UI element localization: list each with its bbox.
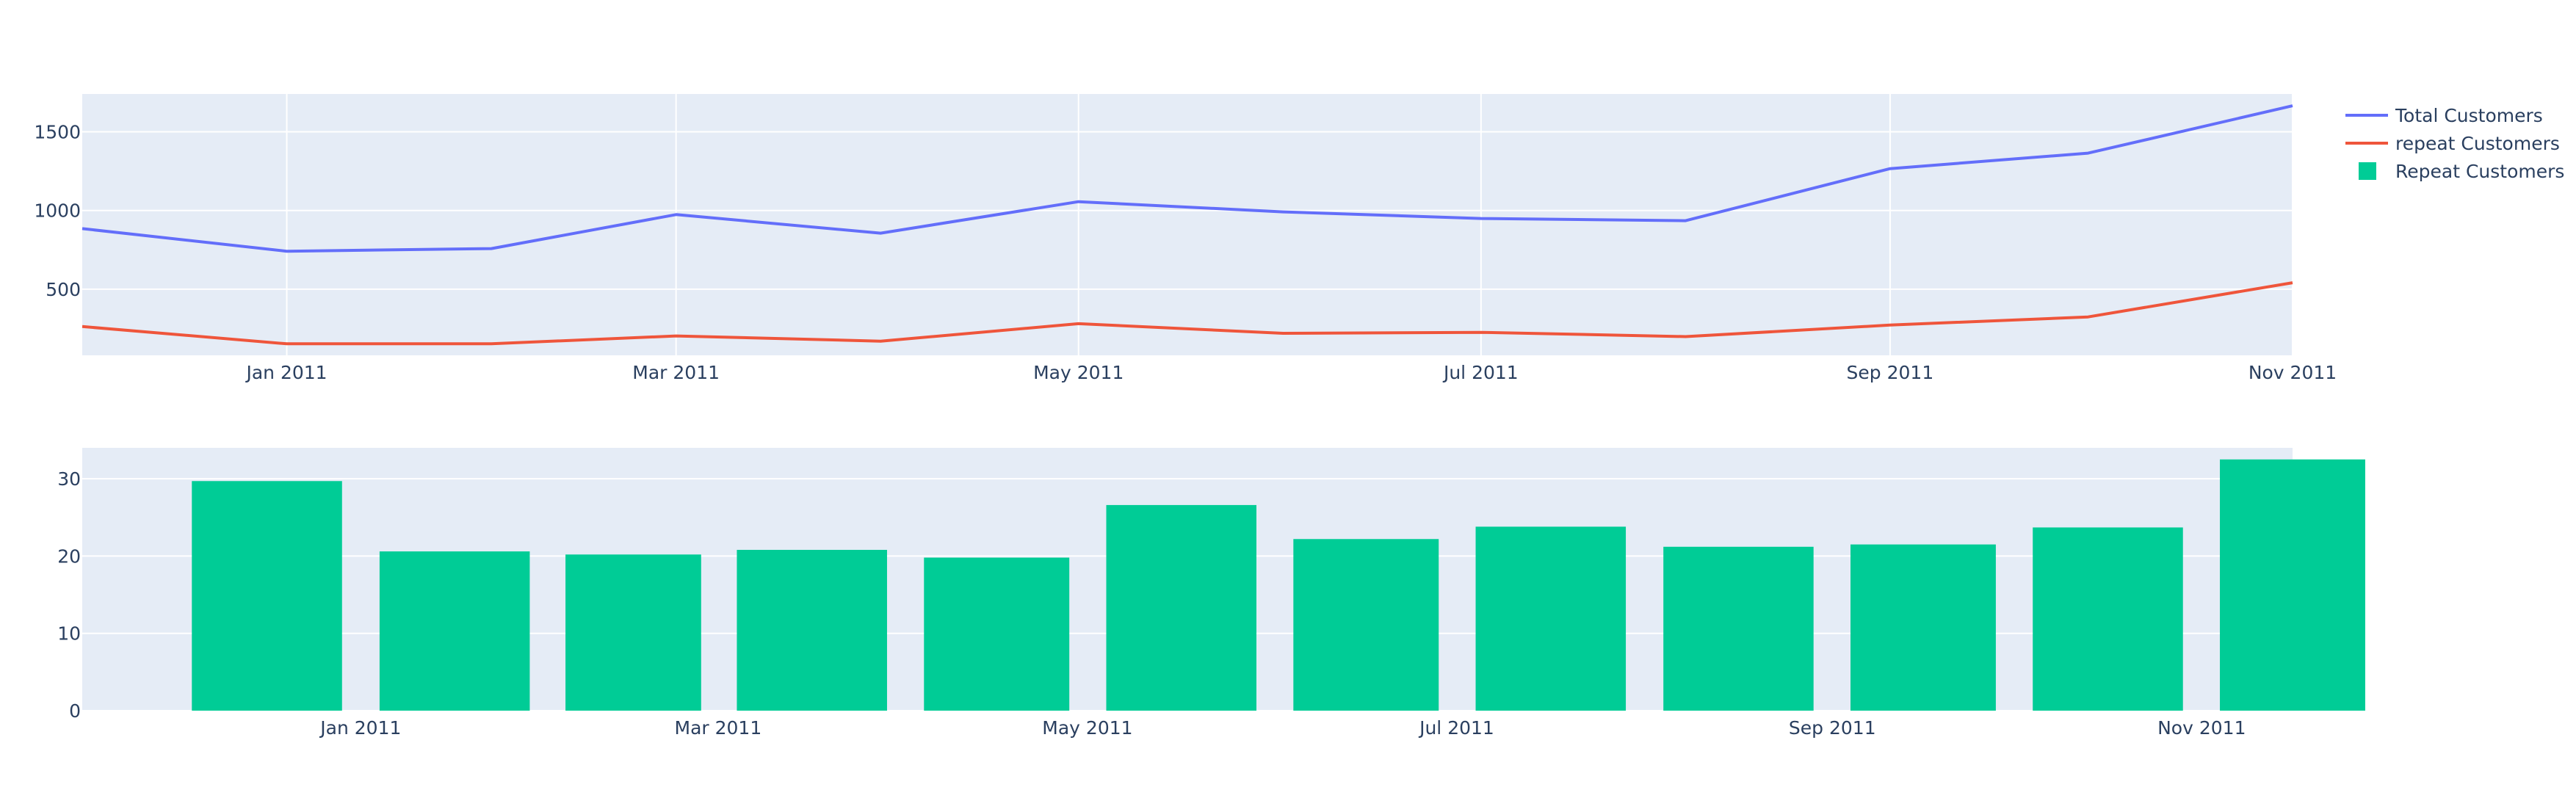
- bottom-chart-bar: [1475, 526, 1627, 711]
- bottom-chart-y-tick-label: 0: [69, 700, 81, 722]
- top-chart-x-tick-label: Nov 2011: [2248, 362, 2337, 383]
- bottom-chart-x-tick-label: Mar 2011: [675, 717, 762, 739]
- bottom-chart-y-tick-label: 20: [57, 545, 81, 567]
- top-chart-x-tick-label: Jan 2011: [245, 362, 327, 383]
- top-chart-x-tick-label: Mar 2011: [632, 362, 720, 383]
- bottom-chart-bar: [1663, 546, 1814, 711]
- bottom-chart-bar: [1850, 544, 1996, 711]
- bottom-chart-y-tick-label: 30: [57, 468, 81, 490]
- bottom-chart-x-tick-label: Jul 2011: [1418, 717, 1494, 739]
- bottom-chart-bar: [565, 554, 701, 711]
- bottom-chart-bar: [2033, 527, 2183, 711]
- bottom-chart-bar: [2220, 459, 2365, 711]
- legend-item-label: repeat Customers: [2395, 133, 2560, 154]
- bottom-chart-y-tick-label: 10: [57, 623, 81, 645]
- top-chart-x-tick-label: May 2011: [1033, 362, 1124, 383]
- bottom-chart-x-tick-label: Nov 2011: [2157, 717, 2246, 739]
- bottom-chart-x-tick-label: Jan 2011: [319, 717, 401, 739]
- bottom-chart-bar: [924, 557, 1070, 711]
- top-chart-series-line: [82, 104, 2293, 253]
- bottom-chart-bar: [737, 549, 887, 711]
- top-chart-series-line: [82, 281, 2293, 346]
- bottom-chart-bar: [1106, 504, 1257, 711]
- legend-square-swatch: [2359, 162, 2376, 180]
- legend: Total Customers repeat Customers Repeat Cu…: [2345, 105, 2564, 182]
- bottom-chart-x-tick-label: Sep 2011: [1789, 717, 1876, 739]
- top-chart-y-tick-label: 1000: [34, 200, 81, 222]
- bottom-chart-bar: [379, 551, 530, 711]
- top-chart-x-tick-label: Sep 2011: [1847, 362, 1934, 383]
- legend-item-label: Repeat Customers: [2395, 161, 2564, 182]
- bottom-chart-bar: [1293, 539, 1439, 711]
- top-chart-y-tick-label: 1500: [34, 121, 81, 142]
- top-chart-plot-area: [82, 94, 2293, 355]
- bottom-chart-x-tick-label: May 2011: [1042, 717, 1132, 739]
- top-line-chart: 500 1000 1500 Jan 2011 Mar 2011 May 2011 Jul 2…: [34, 94, 2337, 383]
- bottom-chart-bar: [192, 481, 342, 711]
- bottom-bar-chart: 0 10 20 30 Jan 2011 Mar 2011 May 2011 Jul 2011 S…: [57, 448, 2365, 739]
- legend-item-label: Total Customers: [2395, 105, 2543, 126]
- top-chart-x-tick-label: Jul 2011: [1442, 362, 1519, 383]
- top-chart-y-tick-label: 500: [46, 279, 81, 300]
